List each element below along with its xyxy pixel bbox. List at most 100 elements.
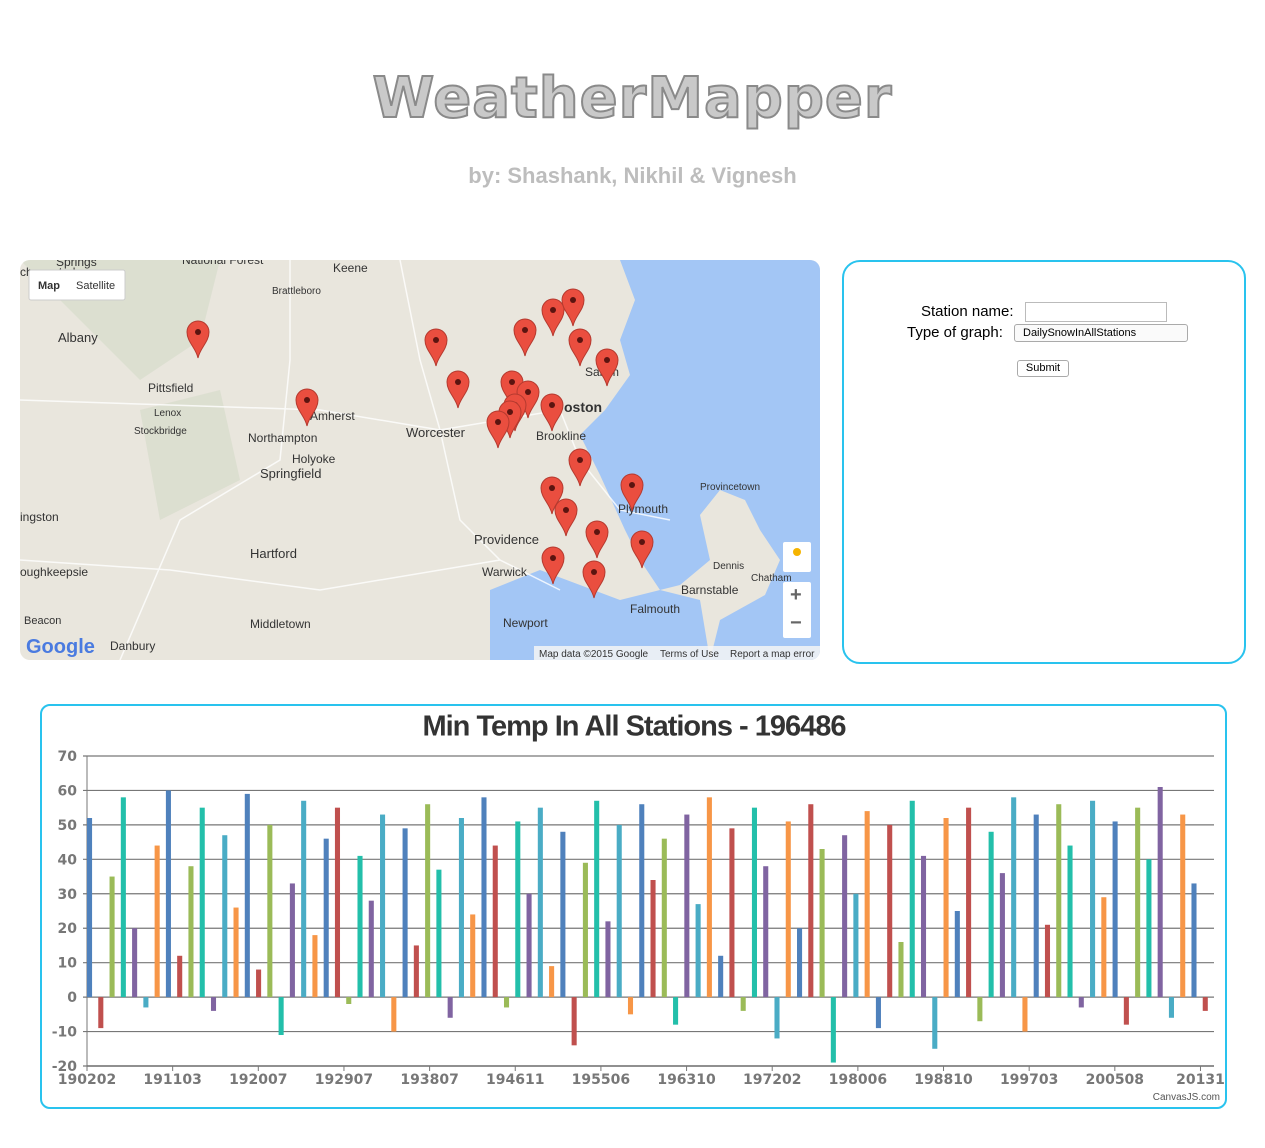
map-marker (568, 448, 592, 487)
zoom-control (783, 582, 811, 638)
map-label: Beacon (24, 615, 61, 627)
map-marker (561, 288, 585, 327)
bar (853, 893, 859, 998)
map-label: Brattleboro (272, 286, 321, 297)
x-tick-label: 194611 (486, 1072, 544, 1088)
bar (380, 814, 386, 998)
y-tick-label: 40 (58, 852, 78, 868)
map-marker-dot (577, 457, 583, 463)
bar (740, 997, 746, 1011)
x-tick-label: 196310 (657, 1072, 716, 1088)
map[interactable]: Springs National Forest Keene Brattlebor… (20, 260, 820, 660)
map-footer-link[interactable]: Terms of Use (660, 649, 719, 660)
map-footer-link[interactable]: Report a map error (730, 649, 815, 660)
map-canvas: Springs National Forest Keene Brattlebor… (20, 260, 820, 660)
bar (1157, 787, 1163, 998)
bar (909, 800, 915, 998)
bar (706, 797, 712, 998)
map-button[interactable]: Map (38, 280, 60, 292)
bar (875, 997, 881, 1029)
bar (1112, 821, 1118, 998)
map-marker (541, 298, 565, 337)
y-tick-label: -10 (52, 1025, 78, 1041)
map-label: Brookline (536, 429, 586, 443)
y-tick-label: -20 (52, 1059, 78, 1075)
graph-select[interactable]: DailySnowInAllStations (1014, 324, 1188, 342)
map-label: Middletown (250, 617, 311, 631)
bar (1033, 814, 1039, 998)
y-tick-label: 60 (58, 783, 78, 799)
map-label: oston (564, 399, 602, 415)
bar (763, 866, 769, 998)
map-marker-dot (550, 307, 556, 313)
chart: Min Temp In All Stations - 196486 Canvas… (52, 711, 1225, 1103)
map-marker (582, 560, 606, 599)
bar (109, 876, 115, 998)
bar (582, 862, 588, 998)
bar (368, 900, 374, 998)
bar (797, 928, 803, 998)
y-tick-label: 20 (58, 921, 78, 937)
bar (774, 997, 780, 1039)
bar (1202, 997, 1208, 1011)
bar (1078, 997, 1084, 1008)
zoom-in[interactable]: + (790, 584, 802, 606)
map-marker (540, 476, 564, 515)
bar (98, 997, 104, 1029)
map-label: Albany (58, 330, 98, 345)
map-label: Providence (474, 532, 539, 547)
y-tick-label: 50 (58, 818, 78, 834)
map-label: Worcester (406, 425, 466, 440)
graph-option: DailySnowInAllStations (1023, 327, 1137, 339)
bar (278, 997, 284, 1035)
map-footer-text: Map data ©2015 Google (539, 649, 649, 660)
map-label: Amherst (310, 409, 355, 423)
bar (605, 921, 611, 998)
bar (1135, 807, 1141, 998)
map-label: Keene (333, 261, 368, 275)
map-marker-dot (570, 297, 576, 303)
map-marker-dot (495, 419, 501, 425)
bar (436, 869, 442, 998)
bar (1101, 897, 1107, 998)
bar (515, 821, 521, 998)
map-marker-dot (563, 507, 569, 513)
chart-credit: CanvasJS.com (1153, 1092, 1220, 1103)
bar (120, 797, 126, 998)
station-label: Station name: (921, 303, 1014, 320)
bar (537, 807, 543, 998)
map-marker-dot (195, 329, 201, 335)
terrain (20, 260, 240, 520)
map-marker-dot (591, 569, 597, 575)
bar (165, 790, 171, 998)
map-label: Plymouth (618, 502, 668, 516)
bar (977, 997, 983, 1022)
map-marker (541, 546, 565, 585)
map-marker-dot (550, 555, 556, 561)
x-tick-label: 192907 (315, 1072, 373, 1088)
map-button[interactable]: Satellite (76, 280, 115, 292)
map-label: Danbury (110, 639, 155, 653)
bar (391, 997, 397, 1032)
bar (458, 818, 464, 998)
map-marker (630, 530, 654, 569)
submit-button[interactable]: Submit (1017, 360, 1069, 377)
bar (233, 907, 239, 998)
bar (1011, 797, 1017, 998)
bar (425, 804, 431, 998)
station-input[interactable] (1025, 302, 1167, 322)
y-tick-label: 0 (67, 990, 77, 1006)
zoom-out[interactable]: − (790, 612, 802, 634)
bar (650, 880, 656, 998)
pegman[interactable] (783, 542, 811, 572)
map-marker-dot (522, 327, 528, 333)
bar (402, 828, 408, 998)
map-label: Pittsfield (148, 381, 193, 395)
map-label: Warwick (482, 565, 528, 579)
map-marker (540, 393, 564, 432)
bar (267, 824, 273, 998)
bar (188, 866, 194, 998)
map-label: Barnstable (681, 583, 739, 597)
bar (560, 831, 566, 998)
